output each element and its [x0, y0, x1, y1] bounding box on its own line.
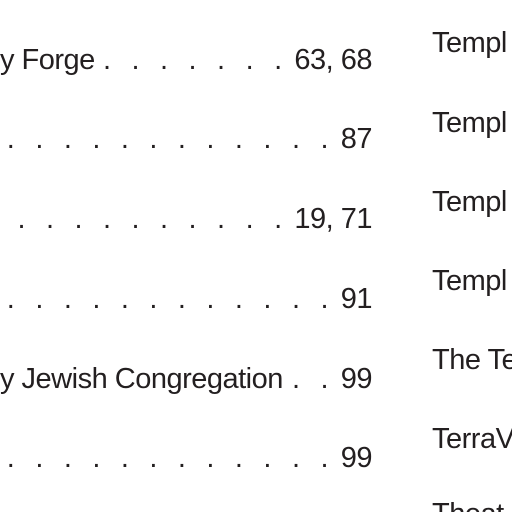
entry-label: y Forge: [0, 44, 95, 76]
index-entry-label: TerraV: [432, 423, 512, 455]
index-left-column: y Forge . . . . . . . . . . . . . . . . …: [0, 40, 373, 478]
entry-page-numbers: 19, 71: [294, 203, 372, 235]
entry-label: y Jewish Congregation: [0, 363, 283, 395]
index-entry: . . . . . . . . . . . . . . . . . . . . …: [0, 279, 373, 319]
entry-page-numbers: 99: [340, 363, 373, 395]
index-right-column: Templ Templ Templ Templ The Te TerraV Th…: [432, 0, 512, 512]
index-entry: . . . . . . . . . . . . . . . . . . . . …: [0, 119, 373, 159]
dot-leader: . . . . . . . . . . . . . . . . . . . . …: [0, 283, 335, 315]
index-entry: . . . . . . . . . . . . . . . . . . . . …: [0, 438, 373, 478]
index-entry-label: Templ: [432, 186, 507, 218]
entry-page-numbers: 99: [340, 442, 373, 474]
dot-leader: . . . . . . . . . . . . . . . . . . . . …: [95, 44, 289, 76]
dot-leader: . . . . . . . . . . . . . . . . . . . . …: [283, 363, 335, 395]
index-entry-label: The Te: [432, 344, 512, 376]
index-entry: y Forge . . . . . . . . . . . . . . . . …: [0, 40, 372, 80]
entry-page-numbers: 91: [340, 283, 373, 315]
entry-page-numbers: 87: [340, 123, 373, 155]
index-entry-label: Templ: [432, 107, 507, 139]
entry-page-numbers: 63, 68: [294, 44, 372, 76]
index-entry-label: Templ: [432, 27, 507, 59]
dot-leader: . . . . . . . . . . . . . . . . . . . . …: [0, 123, 335, 155]
index-entry-label: Theat: [432, 494, 504, 512]
index-entry: y Jewish Congregation . . . . . . . . . …: [0, 359, 373, 399]
dot-leader: . . . . . . . . . . . . . . . . . . . . …: [0, 442, 335, 474]
dot-leader: . . . . . . . . . . . . . . . . . . . . …: [0, 203, 289, 235]
index-entry: . . . . . . . . . . . . . . . . . . . . …: [0, 199, 372, 239]
index-entry-label: Templ: [432, 265, 507, 297]
